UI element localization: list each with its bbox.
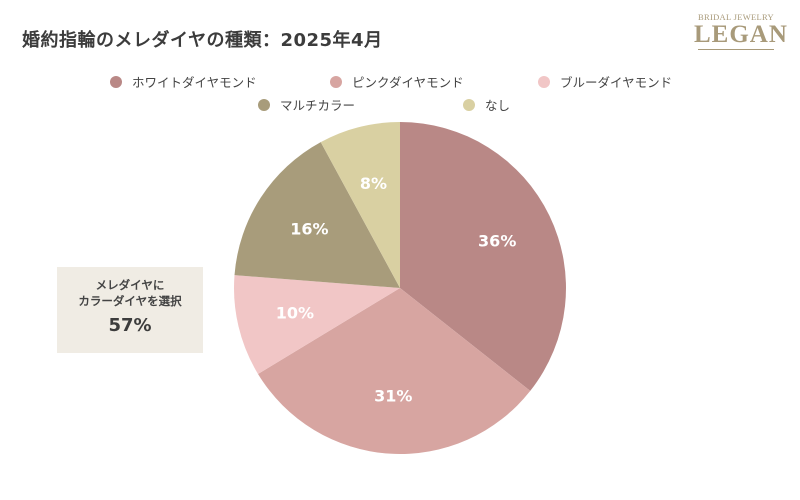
legend-item-blue: ブルーダイヤモンド xyxy=(538,72,672,91)
legend-swatch xyxy=(110,75,122,88)
legend-swatch xyxy=(258,98,270,111)
slice-multicolor xyxy=(234,142,400,288)
legend-item-white: ホワイトダイヤモンド xyxy=(110,72,257,91)
logo-underline xyxy=(698,49,774,50)
slice-blue-diamond-label: 10% xyxy=(276,304,314,323)
callout-line1: メレダイヤに xyxy=(95,278,165,292)
callout-line2: カラーダイヤを選択 xyxy=(78,294,182,308)
logo-subtitle: BRIDAL JEWELRY xyxy=(698,12,774,22)
legend-swatch xyxy=(463,98,475,111)
brand-logo: BRIDAL JEWELRY LEGAN xyxy=(694,12,788,50)
legend-label: ピンクダイヤモンド xyxy=(352,75,464,90)
legend-item-pink: ピンクダイヤモンド xyxy=(330,72,464,91)
legend-swatch xyxy=(538,75,550,88)
slice-pink-diamond xyxy=(257,288,531,454)
slice-white-diamond-label: 36% xyxy=(478,231,516,250)
legend: ホワイトダイヤモンド ピンクダイヤモンド ブルーダイヤモンド マルチカラー なし xyxy=(0,0,800,120)
slice-blue-diamond xyxy=(233,275,400,374)
chart-title: 婚約指輪のメレダイヤの種類：2025年4月 xyxy=(22,30,383,51)
legend-label: マルチカラー xyxy=(280,98,356,113)
slice-none-label: 8% xyxy=(360,174,387,193)
legend-swatch xyxy=(330,75,342,88)
legend-item-multicolor: マルチカラー xyxy=(258,95,355,114)
legend-label: ブルーダイヤモンド xyxy=(560,75,673,90)
slice-pink-diamond-label: 31% xyxy=(374,386,412,405)
slice-white-diamond xyxy=(400,122,566,391)
legend-item-none: なし xyxy=(463,95,510,114)
callout-value: 57% xyxy=(108,315,152,336)
color-diamond-callout: メレダイヤに カラーダイヤを選択 57% xyxy=(57,267,203,353)
slice-multicolor-label: 16% xyxy=(290,220,328,239)
legend-label: なし xyxy=(485,98,511,113)
slice-none xyxy=(320,122,400,288)
legend-label: ホワイトダイヤモンド xyxy=(132,75,257,90)
logo-wordmark: LEGAN xyxy=(694,21,788,48)
